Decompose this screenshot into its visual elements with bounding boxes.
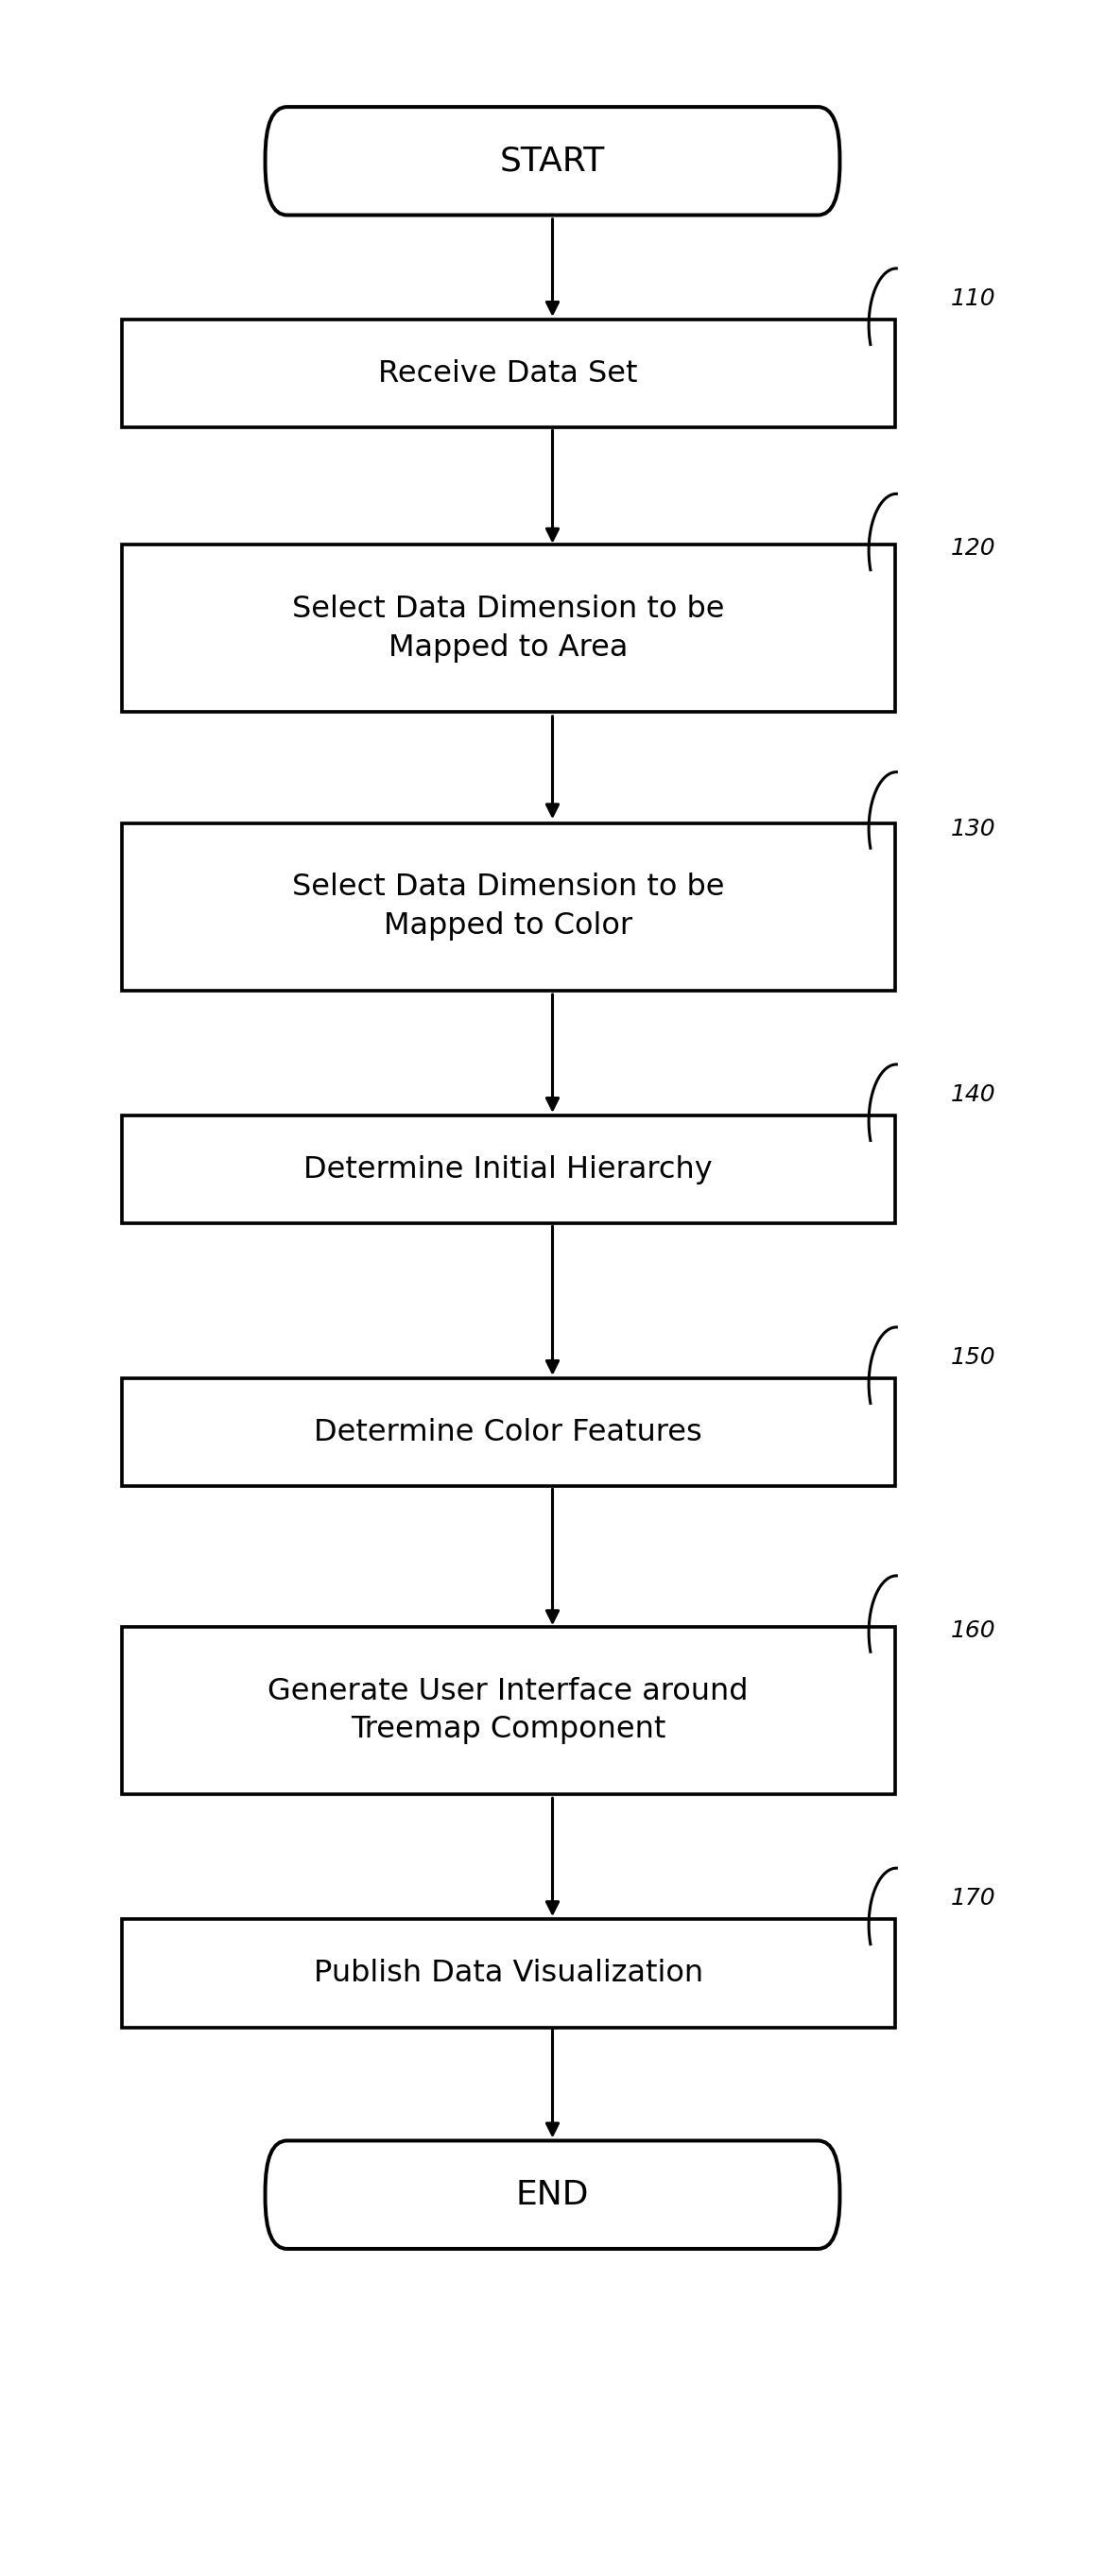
Text: Determine Initial Hierarchy: Determine Initial Hierarchy bbox=[304, 1154, 713, 1185]
Bar bbox=[122, 546, 895, 711]
Bar bbox=[122, 1919, 895, 2027]
Bar bbox=[122, 1378, 895, 1486]
Text: 170: 170 bbox=[950, 1888, 996, 1909]
FancyBboxPatch shape bbox=[265, 106, 840, 216]
Bar bbox=[122, 319, 895, 428]
Bar bbox=[122, 1115, 895, 1224]
Text: 110: 110 bbox=[950, 289, 996, 309]
Text: 150: 150 bbox=[950, 1347, 996, 1368]
Text: 140: 140 bbox=[950, 1084, 996, 1105]
Text: 160: 160 bbox=[950, 1620, 996, 1641]
Text: 130: 130 bbox=[950, 819, 996, 840]
Text: Publish Data Visualization: Publish Data Visualization bbox=[314, 1958, 703, 1989]
Text: Select Data Dimension to be
Mapped to Area: Select Data Dimension to be Mapped to Ar… bbox=[292, 595, 725, 662]
Text: START: START bbox=[499, 144, 606, 178]
Bar bbox=[122, 1628, 895, 1793]
Text: Select Data Dimension to be
Mapped to Color: Select Data Dimension to be Mapped to Co… bbox=[292, 873, 725, 940]
Text: Generate User Interface around
Treemap Component: Generate User Interface around Treemap C… bbox=[269, 1677, 748, 1744]
Bar bbox=[122, 822, 895, 989]
Text: 120: 120 bbox=[950, 538, 996, 559]
FancyBboxPatch shape bbox=[265, 2141, 840, 2249]
Text: Determine Color Features: Determine Color Features bbox=[314, 1417, 703, 1448]
Text: Receive Data Set: Receive Data Set bbox=[379, 358, 638, 389]
Text: END: END bbox=[516, 2179, 589, 2210]
